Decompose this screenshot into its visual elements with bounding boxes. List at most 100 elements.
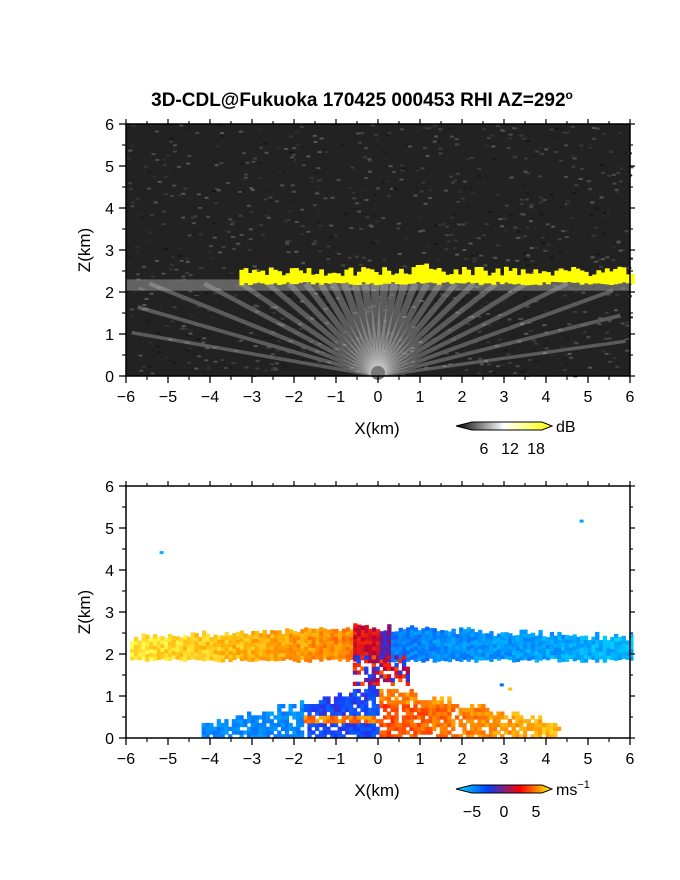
noise-speck — [204, 292, 209, 295]
noise-speck — [301, 347, 306, 350]
noise-speck — [271, 331, 276, 334]
velocity-cell — [209, 722, 214, 728]
noise-speck — [148, 341, 153, 344]
noise-speck — [300, 196, 305, 199]
velocity-cell — [629, 656, 634, 661]
cloud-cell — [596, 270, 602, 284]
velocity-cell — [406, 657, 411, 662]
velocity-cell — [481, 711, 486, 716]
noise-speck — [441, 223, 446, 226]
velocity-cell — [526, 719, 531, 724]
noise-speck — [620, 322, 625, 325]
noise-speck — [541, 233, 546, 236]
velocity-cell — [409, 651, 415, 657]
velocity-cell — [273, 638, 279, 643]
cloud-cell — [415, 265, 421, 283]
noise-speck — [312, 134, 317, 137]
velocity-cell — [338, 638, 343, 643]
velocity-cell — [496, 730, 501, 735]
noise-speck — [255, 367, 260, 370]
noise-speck — [463, 258, 468, 261]
noise-speck — [217, 124, 222, 127]
velocity-cell — [364, 700, 369, 705]
velocity-cell — [542, 640, 547, 645]
backscatter-cloud-layer — [126, 263, 635, 291]
velocity-cell — [443, 630, 449, 635]
noise-speck — [616, 240, 621, 243]
noise-speck — [301, 262, 306, 265]
velocity-cell — [488, 726, 494, 731]
noise-speck — [198, 152, 202, 155]
velocity-cell — [459, 646, 464, 651]
noise-speck — [184, 327, 189, 330]
velocity-cell — [156, 655, 161, 660]
velocity-cell — [130, 656, 135, 661]
velocity-cell — [300, 644, 305, 649]
velocity-cell — [220, 654, 226, 659]
noise-speck — [213, 360, 218, 363]
velocity-cell — [474, 632, 479, 637]
noise-speck — [455, 352, 460, 354]
velocity-cell — [175, 643, 180, 649]
backscatter-ytick-label: 4 — [105, 201, 114, 218]
velocity-cell — [341, 628, 347, 633]
noise-speck — [529, 247, 534, 249]
velocity-cell — [213, 649, 218, 654]
noise-speck — [607, 320, 612, 323]
velocity-cell — [307, 658, 313, 663]
noise-speck — [255, 259, 260, 262]
noise-speck — [434, 135, 438, 138]
noise-speck — [542, 324, 547, 327]
velocity-cell — [473, 726, 479, 731]
noise-speck — [314, 171, 319, 174]
velocity-cell — [371, 677, 376, 683]
velocity-cell — [387, 635, 392, 640]
velocity-cell — [338, 653, 343, 658]
velocity-cell — [454, 734, 460, 739]
velocity-cell — [164, 648, 169, 654]
velocity-cell — [591, 636, 596, 641]
velocity-cell — [371, 688, 376, 694]
velocity-cell — [466, 653, 471, 658]
noise-speck — [290, 156, 295, 159]
velocity-cell — [523, 655, 528, 661]
noise-speck — [274, 200, 279, 203]
noise-speck — [390, 187, 395, 190]
velocity-cell — [420, 707, 426, 713]
velocity-cell — [315, 711, 320, 716]
cloud-cell — [520, 269, 526, 285]
noise-speck — [156, 286, 161, 289]
backscatter-ray — [375, 281, 458, 378]
noise-speck — [450, 135, 455, 138]
noise-speck — [607, 337, 612, 340]
noise-speck — [231, 221, 236, 224]
noise-speck — [574, 184, 579, 187]
noise-speck — [456, 200, 461, 203]
noise-speck — [572, 192, 577, 195]
velocity-cell — [428, 650, 434, 655]
velocity-cell — [557, 647, 562, 652]
noise-speck — [167, 256, 172, 259]
noise-speck — [426, 246, 430, 249]
velocity-cell — [538, 722, 543, 728]
velocity-cell — [477, 715, 482, 720]
cloud-cell — [483, 270, 488, 284]
velocity-cell — [413, 657, 418, 662]
noise-speck — [191, 222, 196, 225]
noise-speck — [515, 259, 520, 262]
cloud-cell — [504, 266, 509, 283]
velocity-cell — [470, 726, 475, 731]
noise-speck — [250, 188, 255, 191]
velocity-cell — [299, 715, 305, 720]
velocity-cell — [265, 715, 271, 720]
velocity-cell — [511, 715, 516, 720]
velocity-cell — [307, 715, 312, 720]
velocity-cell — [417, 726, 422, 731]
noise-speck — [137, 287, 142, 290]
velocity-xtick-label: 0 — [374, 751, 383, 768]
noise-speck — [183, 187, 188, 190]
velocity-cell — [247, 734, 252, 739]
velocity-cell — [307, 711, 312, 716]
velocity-cell — [386, 677, 392, 683]
velocity-cell — [478, 641, 483, 646]
